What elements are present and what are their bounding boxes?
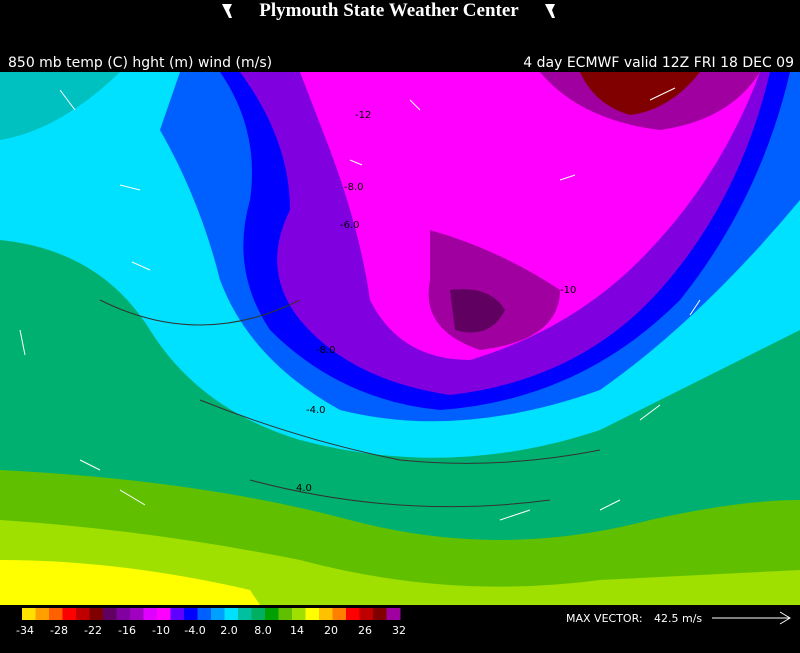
legend-swatch (359, 608, 374, 620)
legend-tick-label: -4.0 (184, 624, 205, 637)
wind-vectors (19, 87, 701, 521)
legend-swatch (116, 608, 131, 620)
legend-swatch (184, 608, 198, 620)
right-caption: 4 day ECMWF valid 12Z FRI 18 DEC 09 (523, 55, 794, 71)
legend-swatch (197, 608, 212, 620)
legend-swatch (143, 608, 158, 620)
left-caption: 850 mb temp (C) hght (m) wind (m/s) (8, 55, 272, 71)
contour-label: -12 (355, 110, 371, 121)
contour-label: -6.0 (340, 220, 360, 231)
contour-label: 4.0 (296, 483, 312, 494)
legend-swatch (386, 608, 401, 620)
title: Plymouth State Weather Center (259, 0, 519, 21)
legend-swatch (62, 608, 77, 620)
max-vector-label: MAX VECTOR: (566, 612, 643, 625)
legend-swatch (35, 608, 50, 620)
legend-swatch (224, 608, 239, 620)
legend-swatch (305, 608, 320, 620)
legend-swatch (319, 608, 333, 620)
legend-swatch (211, 608, 225, 620)
legend-tick-label: 8.0 (254, 624, 272, 637)
legend-swatch (251, 608, 266, 620)
legend-swatch (89, 608, 104, 620)
color-legend: -34 -28 -22 -16 -10 -4.0 2.0 8.0 14 20 26 32 (16, 608, 406, 637)
legend-tick-label: 20 (324, 624, 338, 637)
legend-tick-label: 32 (392, 624, 406, 637)
max-vector-arrow (712, 611, 791, 625)
legend-tick-label: -16 (118, 624, 136, 637)
legend-swatch (238, 608, 252, 620)
legend-swatch (278, 608, 293, 620)
legend-tick-label: -28 (50, 624, 68, 637)
legend-swatch (49, 608, 63, 620)
legend-swatch (130, 608, 144, 620)
legend-swatch (170, 608, 185, 620)
contour-label: -4.0 (306, 405, 326, 416)
contour-label: -10 (560, 285, 576, 296)
max-vector-value: 42.5 m/s (654, 612, 702, 625)
legend-swatch (103, 608, 117, 620)
legend-swatch (22, 608, 36, 620)
contour-label: -8.0 (316, 345, 336, 356)
legend-tick-label: -34 (16, 624, 34, 637)
legend-swatch (346, 608, 360, 620)
legend-swatch (373, 608, 387, 620)
legend-tick-label: 2.0 (220, 624, 238, 637)
legend-swatch (265, 608, 279, 620)
legend-tick-label: 14 (290, 624, 304, 637)
contour-label: -8.0 (344, 182, 364, 193)
legend-swatch (292, 608, 306, 620)
legend-swatch (157, 608, 171, 620)
legend-tick-label: -10 (152, 624, 170, 637)
legend-swatch (332, 608, 347, 620)
legend-swatch (76, 608, 90, 620)
flag-icon (222, 4, 232, 18)
flag-icon (545, 4, 555, 18)
legend-tick-label: 26 (358, 624, 372, 637)
coastline (99, 299, 601, 508)
legend-tick-label: -22 (84, 624, 102, 637)
map: -12 -8.0 -6.0 -10 -8.0 -4.0 4.0 (0, 72, 800, 605)
